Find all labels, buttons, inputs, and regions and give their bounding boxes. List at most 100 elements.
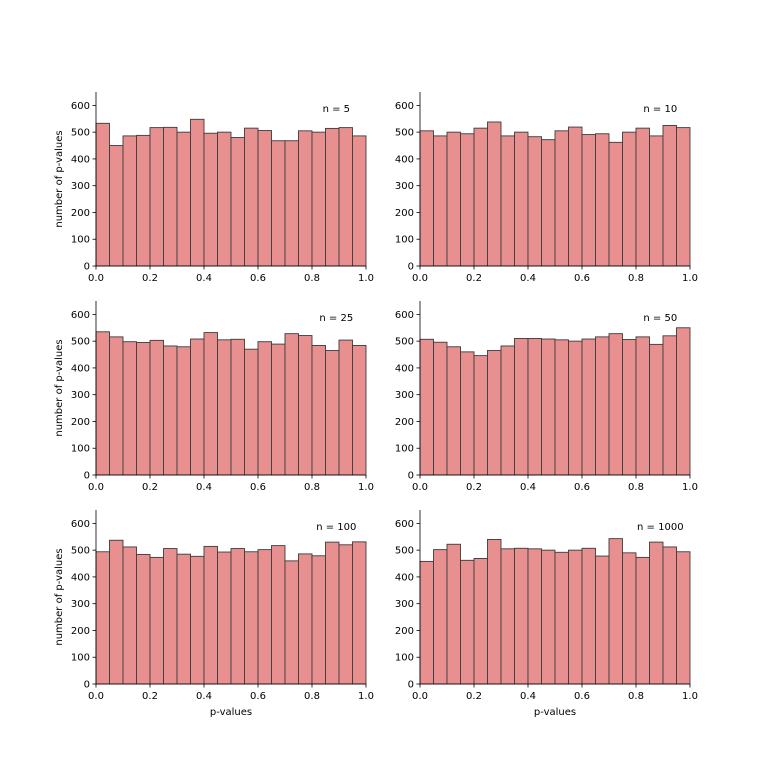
histogram-bar xyxy=(203,545,218,685)
histogram-bar xyxy=(541,338,556,476)
histogram-bar xyxy=(271,545,286,685)
y-tick-label: 200 xyxy=(395,208,414,219)
y-tick-label: 200 xyxy=(71,417,90,428)
y-tick-label: 600 xyxy=(395,101,414,112)
y-tick-label: 500 xyxy=(395,128,414,139)
x-tick-label: 0.2 xyxy=(466,273,482,284)
x-tick-label: 1.0 xyxy=(358,691,374,702)
histogram-bar xyxy=(95,331,110,476)
x-tick-label: 0.8 xyxy=(628,482,644,493)
x-tick-label: 0.6 xyxy=(574,482,590,493)
histogram-bar xyxy=(514,547,529,685)
histogram-bar xyxy=(163,548,178,685)
y-tick-label: 400 xyxy=(71,363,90,374)
histogram-bar xyxy=(446,131,461,267)
histogram-bar xyxy=(487,350,502,476)
histogram-bar xyxy=(230,548,245,685)
x-tick-label: 0.8 xyxy=(628,691,644,702)
subplot-6: 0.0 0.2 0.4 0.6 0.8 1.0 0 100 200 300 400 500 600 n =… xyxy=(395,510,698,718)
histogram-bar xyxy=(541,139,556,267)
x-tick-label: 0.2 xyxy=(142,691,158,702)
histogram-bar xyxy=(419,130,434,267)
x-tick-label: 1.0 xyxy=(682,482,698,493)
y-tick-label: 200 xyxy=(71,208,90,219)
y-tick-label: 600 xyxy=(395,310,414,321)
x-tick-label: 0.6 xyxy=(250,691,266,702)
histogram-bar xyxy=(257,130,272,267)
histogram-bar xyxy=(149,556,164,685)
x-tick-label: 0.8 xyxy=(628,273,644,284)
histogram-bar xyxy=(608,141,623,267)
y-tick-label: 0 xyxy=(84,262,90,273)
histogram-bar xyxy=(176,346,191,476)
x-tick-label: 0.0 xyxy=(412,482,428,493)
histogram-bar xyxy=(325,350,340,476)
histogram-bar xyxy=(203,132,218,267)
histogram-bar xyxy=(311,131,326,267)
histogram-bar xyxy=(325,127,340,267)
y-tick-label: 0 xyxy=(408,680,414,691)
histogram-bar xyxy=(554,551,569,685)
histogram-bar xyxy=(473,355,488,476)
sample-size-annotation: n = 50 xyxy=(643,313,677,324)
histogram-bar xyxy=(649,541,664,685)
x-tick-label: 0.4 xyxy=(520,482,536,493)
y-tick-label: 500 xyxy=(395,546,414,557)
histogram-bar xyxy=(217,551,232,685)
histogram-bar xyxy=(460,133,475,267)
histogram-bar xyxy=(635,127,650,267)
histogram-bar xyxy=(460,351,475,476)
y-tick-label: 300 xyxy=(395,390,414,401)
histogram-bar xyxy=(595,133,610,267)
histogram-bar xyxy=(109,145,124,267)
histogram-bar xyxy=(500,345,515,476)
y-tick-label: 0 xyxy=(84,680,90,691)
x-tick-label: 0.4 xyxy=(520,273,536,284)
histogram-bar xyxy=(244,551,259,685)
y-tick-label: 100 xyxy=(395,653,414,664)
y-tick-label: 600 xyxy=(71,101,90,112)
x-tick-label: 0.4 xyxy=(196,691,212,702)
subplot-3: 0.0 0.2 0.4 0.6 0.8 1.0 0 100 200 300 400 500 600 n =… xyxy=(54,301,374,493)
histogram-bar xyxy=(338,544,353,685)
histogram-bar xyxy=(433,135,448,267)
histogram-bar xyxy=(136,553,151,685)
histogram-bar xyxy=(284,140,299,267)
x-tick-label: 1.0 xyxy=(358,482,374,493)
histogram-bar xyxy=(635,556,650,685)
histogram-bar xyxy=(581,134,596,267)
histogram-bar xyxy=(662,546,677,685)
y-tick-label: 0 xyxy=(408,471,414,482)
histogram-bar xyxy=(190,118,205,267)
histogram-bar xyxy=(230,137,245,267)
y-tick-label: 0 xyxy=(84,471,90,482)
histogram-bar xyxy=(568,126,583,267)
y-axis-label: number of p-values xyxy=(54,339,65,436)
histogram-bar xyxy=(622,339,637,476)
histogram-bar xyxy=(149,339,164,476)
sample-size-annotation: n = 100 xyxy=(316,522,356,533)
histogram-bar xyxy=(217,131,232,267)
y-tick-label: 300 xyxy=(71,181,90,192)
y-tick-label: 300 xyxy=(395,599,414,610)
histogram-bar xyxy=(595,555,610,685)
x-tick-label: 0.0 xyxy=(88,691,104,702)
y-tick-label: 300 xyxy=(395,181,414,192)
y-tick-label: 600 xyxy=(395,519,414,530)
x-tick-label: 1.0 xyxy=(682,691,698,702)
histogram-bar xyxy=(662,125,677,267)
y-tick-label: 400 xyxy=(71,572,90,583)
histogram-bar xyxy=(419,338,434,476)
histogram-bar xyxy=(554,130,569,267)
x-tick-label: 0.0 xyxy=(412,273,428,284)
x-tick-label: 0.0 xyxy=(88,273,104,284)
x-tick-label: 0.8 xyxy=(304,691,320,702)
sample-size-annotation: n = 10 xyxy=(643,104,677,115)
histogram-bar xyxy=(298,130,313,267)
y-tick-label: 500 xyxy=(71,128,90,139)
x-tick-label: 0.8 xyxy=(304,273,320,284)
y-tick-label: 600 xyxy=(71,519,90,530)
histogram-bar xyxy=(514,131,529,267)
sample-size-annotation: n = 5 xyxy=(323,104,350,115)
